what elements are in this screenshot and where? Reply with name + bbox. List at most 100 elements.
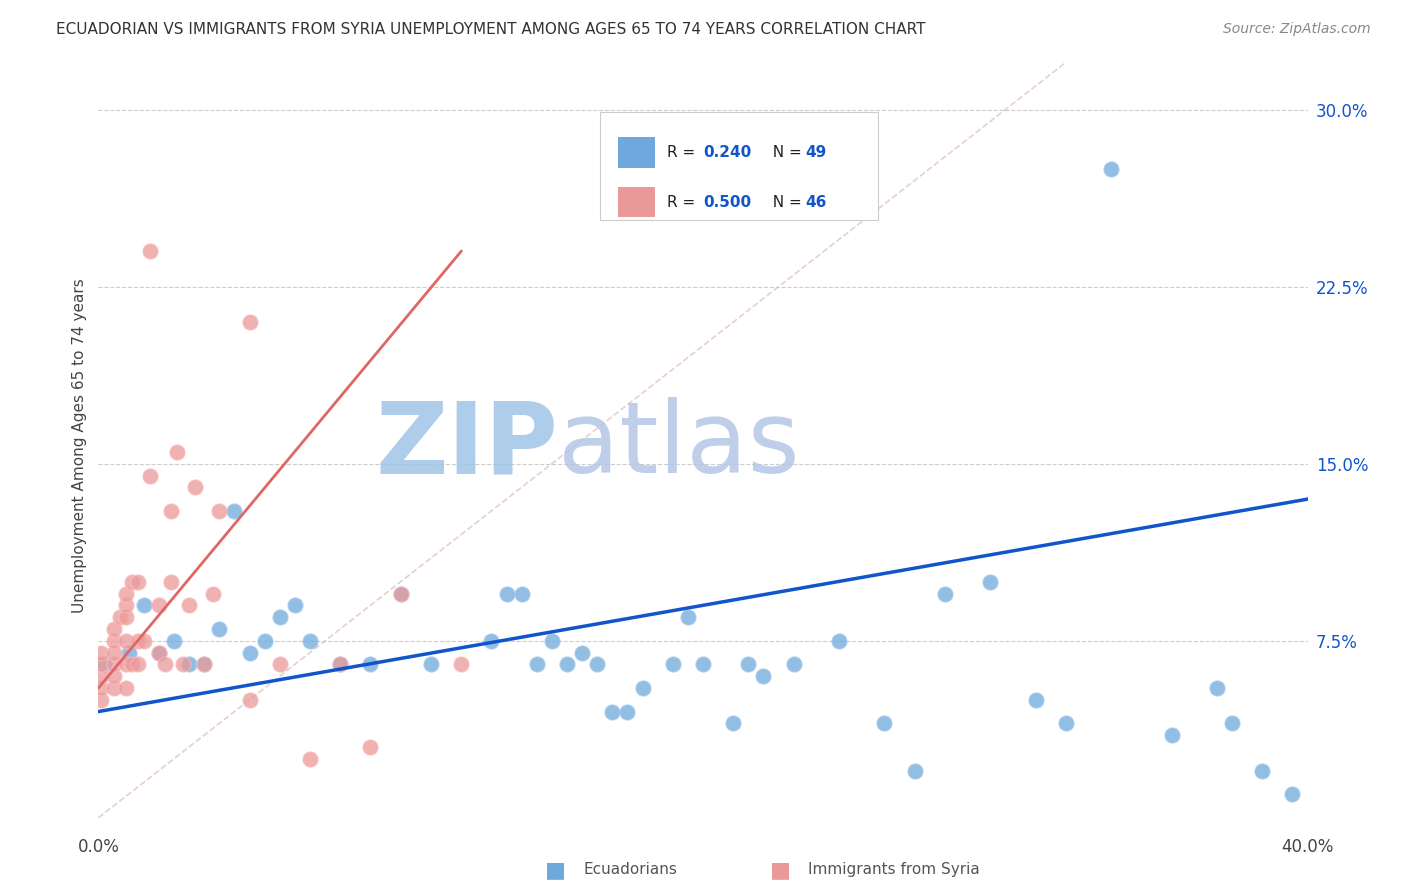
Point (389, 586, 412, 600)
Point (1251, 764, 1274, 778)
Point (873, 716, 896, 731)
Point (208, 504, 231, 518)
Point (828, 633, 851, 648)
Point (737, 657, 759, 672)
Point (208, 622, 231, 636)
Point (360, 739, 382, 754)
FancyBboxPatch shape (619, 136, 655, 168)
Point (420, 657, 443, 672)
Point (239, 646, 262, 660)
Point (121, 574, 143, 589)
Point (253, 633, 276, 648)
Point (103, 657, 125, 672)
Point (540, 633, 562, 648)
FancyBboxPatch shape (619, 186, 655, 218)
Point (114, 657, 136, 672)
Point (90, 657, 112, 672)
Point (661, 657, 683, 672)
Point (299, 633, 322, 648)
Text: 49: 49 (806, 145, 827, 160)
Point (127, 574, 149, 589)
Point (93, 657, 115, 672)
Point (114, 610, 136, 624)
Point (1099, 161, 1122, 176)
Point (90, 681, 112, 695)
Text: ■: ■ (546, 860, 565, 880)
Point (904, 764, 927, 778)
Text: 0.500: 0.500 (703, 194, 751, 210)
Point (114, 681, 136, 695)
Point (1054, 716, 1077, 731)
Point (148, 646, 170, 660)
Text: 0.240: 0.240 (703, 145, 751, 160)
Point (103, 669, 125, 683)
Point (139, 244, 162, 259)
Point (163, 633, 186, 648)
Point (179, 657, 201, 672)
Point (526, 657, 548, 672)
Point (132, 633, 155, 648)
Point (934, 586, 956, 600)
Point (90, 646, 112, 660)
Point (783, 657, 806, 672)
Point (139, 468, 162, 483)
Point (510, 586, 533, 600)
Text: ■: ■ (770, 860, 790, 880)
Point (127, 657, 149, 672)
Point (1281, 787, 1303, 801)
Point (90, 669, 112, 683)
Point (360, 657, 382, 672)
Point (495, 586, 517, 600)
Point (631, 681, 654, 695)
Point (114, 586, 136, 600)
Point (723, 716, 745, 731)
Point (184, 480, 207, 494)
Point (103, 646, 125, 660)
Y-axis label: Unemployment Among Ages 65 to 74 years: Unemployment Among Ages 65 to 74 years (72, 278, 87, 614)
Point (752, 669, 775, 683)
Point (148, 646, 170, 660)
Point (239, 692, 262, 706)
Point (239, 315, 262, 329)
Point (108, 610, 131, 624)
Point (269, 610, 291, 624)
Point (450, 657, 472, 672)
Point (121, 657, 143, 672)
Point (193, 657, 215, 672)
Text: N =: N = (763, 145, 807, 160)
Point (602, 705, 624, 719)
Point (160, 504, 183, 518)
Point (127, 633, 149, 648)
FancyBboxPatch shape (600, 112, 879, 219)
Point (132, 599, 155, 613)
Point (160, 574, 183, 589)
Point (329, 657, 352, 672)
Point (616, 705, 638, 719)
Point (193, 657, 215, 672)
Point (329, 657, 352, 672)
Point (114, 599, 136, 613)
Point (284, 599, 307, 613)
Point (555, 657, 578, 672)
Point (1220, 716, 1243, 731)
Point (1206, 681, 1229, 695)
Point (103, 681, 125, 695)
Text: atlas: atlas (558, 398, 800, 494)
Text: ECUADORIAN VS IMMIGRANTS FROM SYRIA UNEMPLOYMENT AMONG AGES 65 TO 74 YEARS CORRE: ECUADORIAN VS IMMIGRANTS FROM SYRIA UNEM… (56, 22, 925, 37)
Point (389, 586, 412, 600)
Point (148, 599, 170, 613)
Point (90, 692, 112, 706)
Point (586, 657, 609, 672)
Text: ZIP: ZIP (375, 398, 558, 494)
Point (153, 657, 176, 672)
Point (224, 504, 246, 518)
Point (166, 445, 188, 459)
Point (269, 657, 291, 672)
Point (103, 633, 125, 648)
Point (118, 646, 141, 660)
Point (114, 633, 136, 648)
Point (676, 610, 699, 624)
Text: R =: R = (666, 194, 700, 210)
Point (172, 657, 194, 672)
Point (979, 574, 1001, 589)
